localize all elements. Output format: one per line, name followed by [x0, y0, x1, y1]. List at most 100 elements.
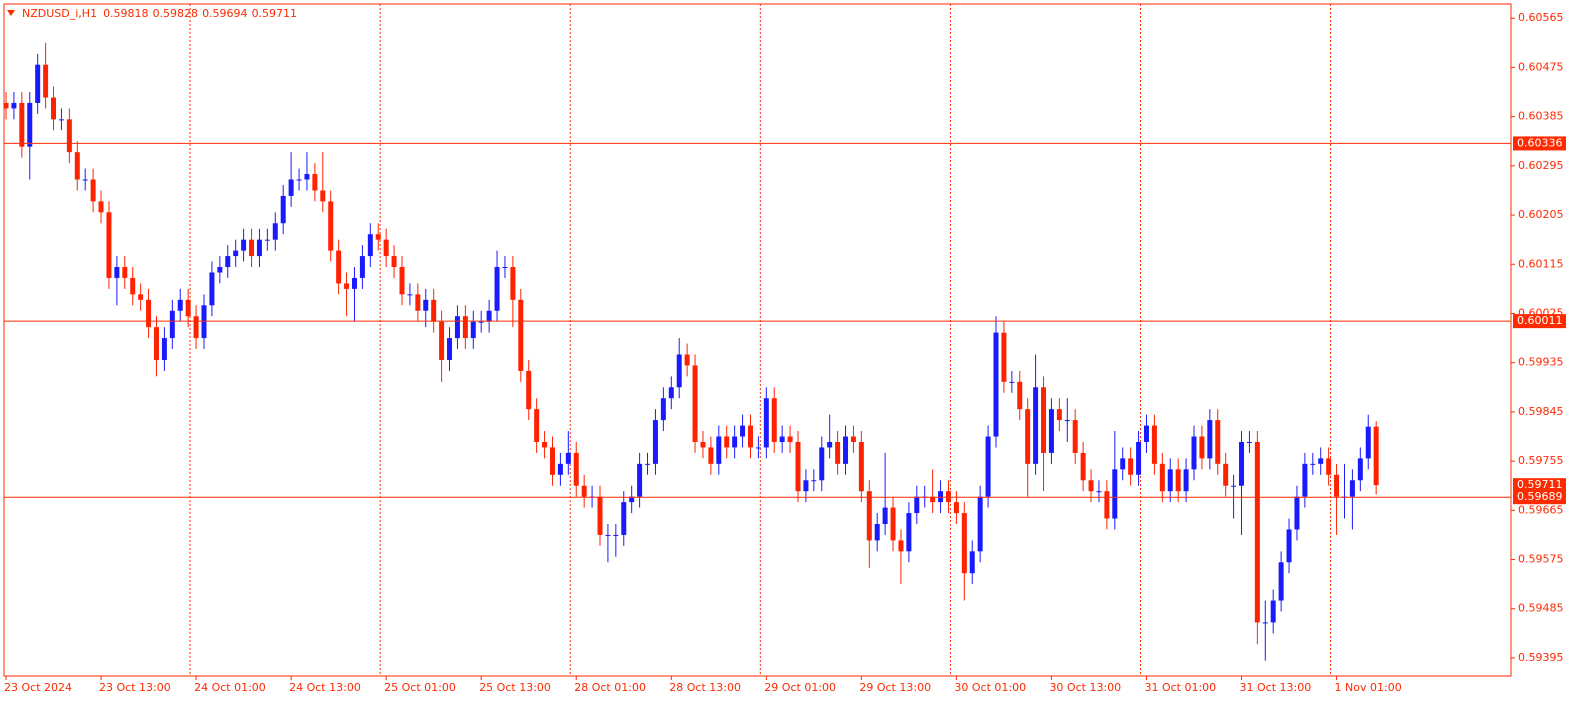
- x-tick-label: 29 Oct 13:00: [859, 681, 931, 694]
- candle-body: [359, 256, 365, 278]
- candle-body: [1239, 441, 1245, 486]
- candle-body: [613, 534, 619, 536]
- candle-body: [787, 436, 793, 442]
- candle-body: [383, 239, 389, 257]
- x-tick-label: 30 Oct 01:00: [954, 681, 1026, 694]
- candle-body: [217, 267, 223, 273]
- candle-body: [1294, 496, 1300, 530]
- candle-body: [850, 436, 856, 442]
- candle-body: [843, 436, 849, 464]
- candle-body: [597, 496, 603, 535]
- header-value: 0.59828: [153, 7, 199, 20]
- candle-body: [502, 267, 508, 269]
- candle-body: [1112, 469, 1118, 519]
- candle-body: [938, 491, 944, 503]
- candle-body: [264, 239, 270, 241]
- candle-body: [930, 496, 936, 503]
- candle-body: [375, 234, 381, 240]
- menu-arrow[interactable]: [7, 10, 15, 16]
- x-tick-label: 31 Oct 13:00: [1240, 681, 1312, 694]
- candle-body: [637, 463, 643, 497]
- candle-body: [557, 463, 563, 475]
- candle-body: [66, 119, 72, 153]
- candle-body: [1120, 458, 1126, 470]
- candle-body: [27, 102, 33, 147]
- candle-body: [645, 463, 651, 465]
- candle-body: [1009, 381, 1015, 383]
- candle-body: [1025, 409, 1031, 464]
- candle-body: [993, 332, 999, 437]
- candle-body: [1143, 425, 1149, 442]
- x-tick-label: 30 Oct 13:00: [1049, 681, 1121, 694]
- candle-body: [296, 179, 302, 181]
- candle-body: [700, 441, 706, 448]
- y-tick-label: 0.60565: [1518, 11, 1564, 24]
- candle-body: [542, 441, 548, 448]
- candle-body: [652, 420, 658, 464]
- candle-body: [621, 502, 627, 535]
- candle-body: [90, 179, 96, 202]
- candle-body: [344, 283, 350, 289]
- candle-body: [1262, 622, 1268, 624]
- candle-body: [1041, 387, 1047, 453]
- candle-body: [407, 294, 413, 296]
- candle-body: [1191, 436, 1197, 470]
- candle-body: [953, 502, 959, 514]
- level-label: 0.59689: [1517, 490, 1563, 503]
- candle-body: [367, 234, 373, 257]
- candle-body: [114, 267, 120, 278]
- candle-body: [241, 239, 247, 251]
- candle-body: [866, 491, 872, 541]
- header-value: 0.59694: [202, 7, 248, 20]
- y-tick-label: 0.60115: [1518, 257, 1564, 270]
- candle-body: [977, 496, 983, 552]
- candle-body: [914, 496, 920, 514]
- candle-body: [11, 102, 17, 109]
- candle-body: [1175, 469, 1181, 492]
- chart-title: NZDUSD_i,H1: [22, 7, 97, 20]
- candle-body: [447, 338, 453, 360]
- candle-body: [138, 294, 144, 300]
- y-tick-label: 0.59395: [1518, 651, 1564, 664]
- candle-body: [462, 316, 468, 339]
- x-tick-label: 25 Oct 01:00: [384, 681, 456, 694]
- candle-body: [1254, 441, 1260, 623]
- candle-body: [1286, 529, 1292, 563]
- x-tick-label: 28 Oct 13:00: [669, 681, 741, 694]
- candle-body: [961, 513, 967, 574]
- candle-body: [439, 321, 445, 360]
- candle-body: [565, 452, 571, 464]
- candle-body: [1231, 485, 1237, 487]
- x-tick-label: 24 Oct 01:00: [194, 681, 266, 694]
- candle-body: [1056, 409, 1062, 421]
- x-tick-label: 29 Oct 01:00: [764, 681, 836, 694]
- candle-body: [858, 441, 864, 492]
- candle-body: [1199, 436, 1205, 459]
- candle-body: [249, 239, 255, 257]
- y-tick-label: 0.59575: [1518, 553, 1564, 566]
- candle-body: [549, 447, 555, 475]
- candle-body: [740, 425, 746, 437]
- candle-body: [534, 409, 540, 442]
- candle-body: [835, 441, 841, 464]
- candle-body: [288, 179, 294, 196]
- candle-body: [272, 223, 278, 240]
- candle-body: [526, 370, 532, 410]
- y-tick-label: 0.59935: [1518, 356, 1564, 369]
- plot-frame: [3, 3, 1512, 677]
- x-tick-label: 23 Oct 13:00: [99, 681, 171, 694]
- candle-body: [74, 152, 80, 180]
- candle-body: [130, 277, 136, 295]
- candle-body: [969, 551, 975, 574]
- candle-body: [811, 480, 817, 482]
- y-tick-label: 0.59485: [1518, 602, 1564, 615]
- header-value: 0.59818: [103, 7, 149, 20]
- candle-body: [193, 316, 199, 339]
- candle-body: [1183, 469, 1189, 492]
- header-value: 0.59711: [252, 7, 298, 20]
- candle-body: [985, 436, 991, 497]
- candle-body: [98, 201, 104, 213]
- candle-body: [454, 316, 460, 339]
- candle-body: [153, 327, 159, 360]
